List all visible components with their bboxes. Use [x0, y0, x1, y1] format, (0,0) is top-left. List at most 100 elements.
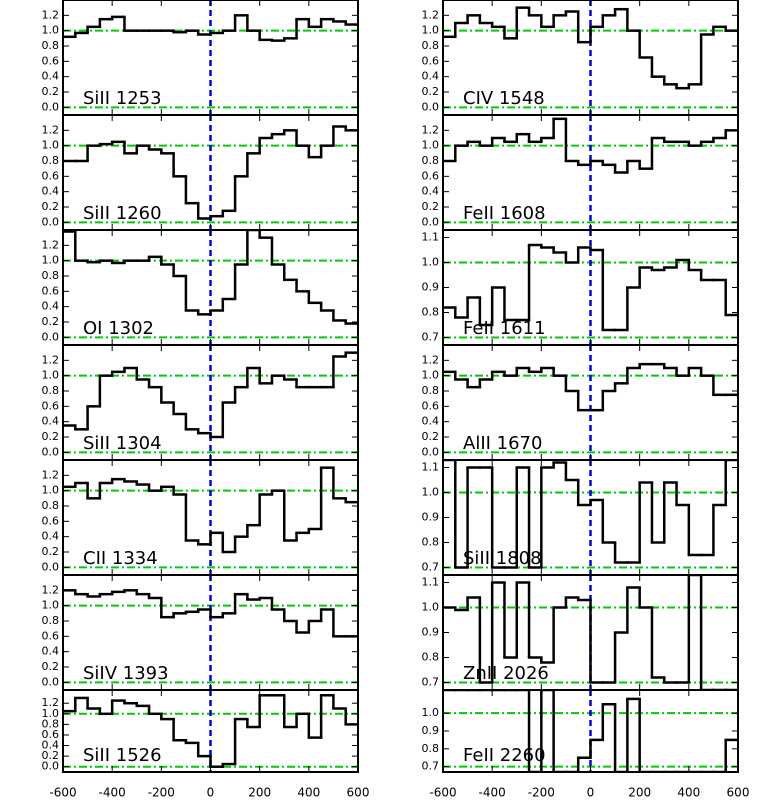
y-tick-label: 1.2 [422, 123, 440, 136]
y-tick-label: 0.2 [42, 545, 60, 558]
y-tick-label: 0.8 [42, 614, 60, 627]
y-tick-label: 1.0 [422, 369, 440, 382]
y-tick-label: 0.6 [42, 399, 60, 412]
line-label: SiII 1304 [83, 433, 162, 454]
line-label: FeII 1611 [463, 318, 546, 339]
y-tick-label: 0.2 [42, 430, 60, 443]
x-tick-label: -600 [49, 786, 76, 800]
y-tick-label: 1.0 [422, 139, 440, 152]
line-label: SiIV 1393 [83, 663, 169, 684]
line-label: ZnII 2026 [463, 663, 549, 684]
panel-frame [62, 689, 359, 773]
y-tick-label: 1.0 [42, 254, 60, 267]
line-label: CIV 1548 [463, 88, 545, 109]
x-tick-label: 200 [248, 786, 271, 800]
y-tick-label: 0.6 [42, 629, 60, 642]
y-tick-label: 1.0 [42, 24, 60, 37]
y-tick-label: 0.2 [422, 85, 440, 98]
panel [63, 230, 358, 345]
y-tick-label: 0.8 [42, 384, 60, 397]
panel [63, 0, 358, 115]
x-tick-label: 600 [727, 786, 750, 800]
panel [63, 460, 358, 575]
y-tick-label: 0.2 [422, 200, 440, 213]
y-tick-label: 0.9 [422, 511, 440, 524]
y-tick-label: 0.7 [422, 561, 440, 574]
x-tick-label: -200 [148, 786, 175, 800]
line-label: SiII 1260 [83, 203, 162, 224]
y-tick-label: 0.6 [42, 728, 60, 741]
y-tick-label: 0.0 [42, 675, 60, 688]
y-tick-label: 1.0 [422, 601, 440, 614]
x-tick-label: 400 [677, 786, 700, 800]
y-tick-label: 0.4 [42, 530, 60, 543]
y-tick-label: 0.4 [42, 185, 60, 198]
y-tick-label: 1.0 [422, 24, 440, 37]
y-tick-label: 0.2 [42, 660, 60, 673]
y-tick-label: 1.1 [422, 461, 440, 474]
y-tick-label: 0.8 [422, 154, 440, 167]
y-tick-label: 1.0 [422, 256, 440, 269]
y-tick-label: 1.2 [42, 353, 60, 366]
y-tick-label: 1.0 [42, 484, 60, 497]
line-label: OI 1302 [83, 318, 154, 339]
y-tick-label: 0.8 [422, 651, 440, 664]
panel [443, 0, 738, 115]
y-tick-label: 0.4 [422, 70, 440, 83]
y-tick-label: 0.6 [42, 169, 60, 182]
y-tick-label: 0.8 [42, 39, 60, 52]
y-tick-label: 1.0 [42, 599, 60, 612]
x-tick-label: 0 [207, 786, 215, 800]
y-tick-label: 0.0 [42, 100, 60, 113]
panel [443, 575, 738, 690]
y-tick-label: 0.8 [42, 717, 60, 730]
y-tick-label: 0.7 [422, 760, 440, 773]
y-tick-label: 0.9 [422, 281, 440, 294]
y-tick-label: 1.2 [422, 353, 440, 366]
y-tick-label: 1.2 [42, 8, 60, 21]
y-tick-label: 0.4 [42, 70, 60, 83]
y-tick-label: 0.8 [422, 306, 440, 319]
y-tick-label: 0.6 [42, 54, 60, 67]
y-tick-label: 1.2 [42, 238, 60, 251]
line-label: FeII 2260 [463, 745, 546, 766]
y-tick-label: 0.0 [42, 330, 60, 343]
y-tick-label: 0.8 [42, 154, 60, 167]
y-tick-label: 0.8 [422, 384, 440, 397]
y-tick-label: 0.6 [422, 399, 440, 412]
y-tick-label: 1.0 [42, 369, 60, 382]
x-tick-label: -400 [479, 786, 506, 800]
y-tick-label: 0.0 [422, 215, 440, 228]
y-tick-label: 0.0 [42, 760, 60, 773]
y-tick-label: 0.4 [42, 739, 60, 752]
y-tick-label: 1.0 [42, 139, 60, 152]
y-tick-label: 1.2 [42, 696, 60, 709]
line-label: SiII 1526 [83, 745, 162, 766]
y-tick-label: 0.2 [42, 200, 60, 213]
y-tick-label: 1.1 [422, 576, 440, 589]
line-label: SiII 1808 [463, 548, 542, 569]
x-tick-label: 400 [297, 786, 320, 800]
panel [443, 345, 738, 460]
y-tick-label: 0.6 [42, 514, 60, 527]
y-tick-label: 0.8 [42, 499, 60, 512]
line-label: CII 1334 [83, 548, 158, 569]
y-tick-label: 1.2 [42, 123, 60, 136]
y-tick-label: 0.4 [422, 185, 440, 198]
line-label: AlII 1670 [463, 433, 542, 454]
y-tick-label: 0.0 [42, 560, 60, 573]
y-tick-label: 0.6 [422, 54, 440, 67]
y-tick-label: 0.9 [422, 724, 440, 737]
y-tick-label: 1.0 [422, 486, 440, 499]
panel [443, 460, 738, 575]
panel [63, 575, 358, 690]
x-tick-label: -600 [429, 786, 456, 800]
y-tick-label: 1.0 [422, 706, 440, 719]
y-tick-label: 1.0 [42, 707, 60, 720]
y-tick-label: 0.8 [42, 269, 60, 282]
panel-frame [442, 689, 739, 773]
y-tick-label: 0.7 [422, 676, 440, 689]
y-tick-label: 0.6 [42, 284, 60, 297]
y-tick-label: 0.8 [422, 742, 440, 755]
